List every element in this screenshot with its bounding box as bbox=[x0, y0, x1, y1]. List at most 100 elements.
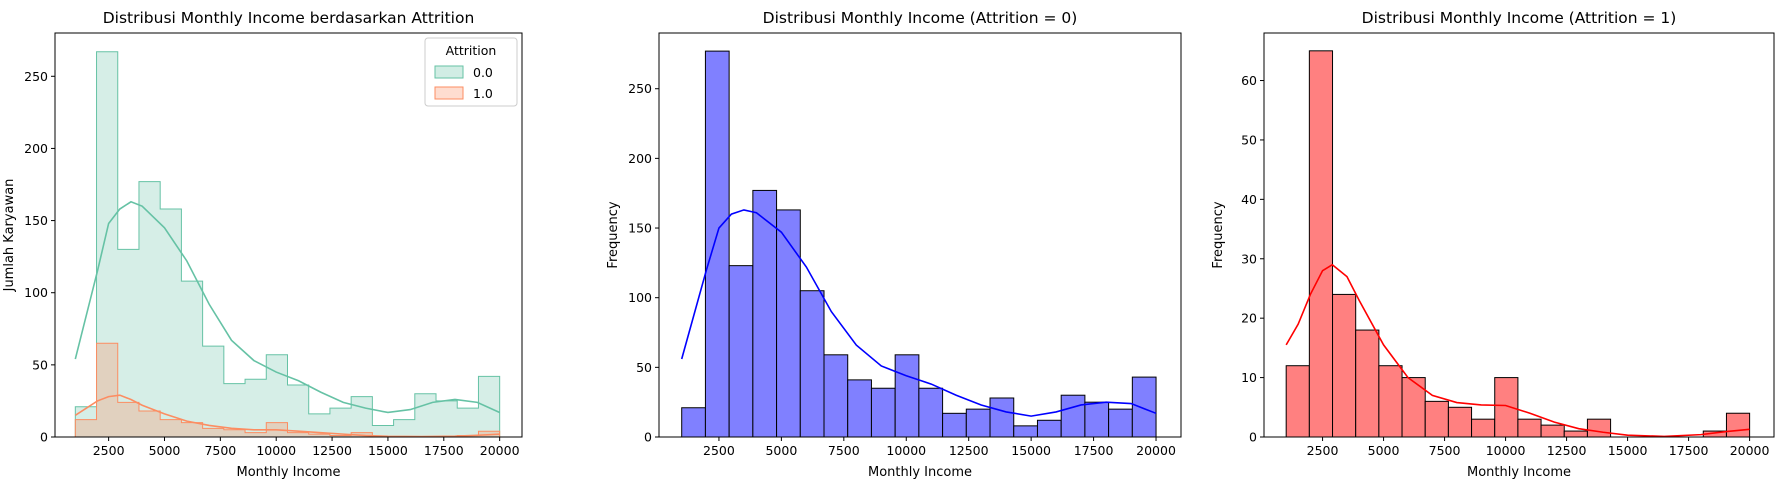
bar-12 bbox=[965, 408, 991, 437]
bar-11 bbox=[1540, 424, 1565, 437]
x-tick-label: 2500 bbox=[1307, 443, 1339, 458]
x-tick-label: 10000 bbox=[886, 443, 926, 458]
x-tick-label: 5000 bbox=[765, 443, 797, 458]
y-tick-label: 100 bbox=[24, 285, 48, 300]
bar-10 bbox=[1517, 418, 1542, 437]
histogram-step-1.0 bbox=[74, 342, 501, 437]
y-axis-label: Frequency bbox=[606, 201, 621, 268]
bar-5 bbox=[799, 290, 825, 437]
plot-area bbox=[74, 51, 501, 437]
bar-0 bbox=[1285, 365, 1310, 437]
bar-1 bbox=[1308, 50, 1334, 437]
bar-16 bbox=[1060, 394, 1086, 437]
chart-panel-3: 2500 5000 7500 10000 12500 15000 17500 20000 0 10… bbox=[1211, 9, 1775, 480]
legend-title: Attrition bbox=[446, 43, 497, 58]
y-tick-label: 150 bbox=[628, 221, 652, 236]
y-tick-label: 100 bbox=[628, 290, 652, 305]
kde-line bbox=[1285, 263, 1750, 437]
kde-line bbox=[680, 209, 1157, 417]
histogram-step-0.0 bbox=[74, 51, 501, 437]
chart-panel-2: 2500 5000 7500 10000 12500 15000 17500 20000 0 50… bbox=[606, 9, 1182, 480]
y-tick-label: 50 bbox=[636, 360, 652, 375]
kde-line-0.0 bbox=[74, 200, 500, 414]
bar-2 bbox=[1332, 293, 1357, 437]
y-tick-label: 250 bbox=[24, 69, 48, 84]
x-tick-label: 20000 bbox=[1730, 443, 1770, 458]
legend-label-1.0: 1.0 bbox=[473, 86, 493, 101]
axes-frame bbox=[658, 32, 1182, 438]
x-tick-label: 7500 bbox=[204, 443, 236, 458]
bar-17 bbox=[1084, 401, 1110, 437]
bar-9 bbox=[1494, 377, 1519, 437]
legend: Attrition 0.0 1.0 bbox=[424, 37, 518, 107]
bar-19 bbox=[1131, 376, 1157, 437]
y-tick-label: 50 bbox=[1241, 132, 1257, 147]
bar-4 bbox=[1378, 365, 1403, 437]
plot-area bbox=[1285, 50, 1751, 437]
bar-15 bbox=[1036, 419, 1062, 437]
bar-8 bbox=[870, 387, 896, 437]
x-axis-label: Monthly Income bbox=[868, 465, 972, 480]
x-tick-label: 17500 bbox=[1669, 443, 1709, 458]
bar-7 bbox=[1447, 406, 1473, 437]
x-tick-label: 5000 bbox=[1368, 443, 1400, 458]
series-1.0 bbox=[74, 342, 501, 437]
chart-title: Distribusi Monthly Income (Attrition = 0… bbox=[763, 9, 1078, 27]
y-tick-label: 250 bbox=[628, 81, 652, 96]
legend-label-0.0: 0.0 bbox=[473, 65, 493, 80]
bar-11 bbox=[942, 412, 967, 437]
series-0.0 bbox=[74, 51, 501, 437]
bar-7 bbox=[847, 379, 872, 437]
x-tick-label: 12500 bbox=[312, 443, 352, 458]
x-tick-label: 15000 bbox=[368, 443, 408, 458]
bar-18 bbox=[1108, 408, 1133, 437]
bar-0 bbox=[681, 407, 706, 437]
legend-box bbox=[424, 37, 518, 107]
plot-area bbox=[680, 50, 1157, 437]
bar-3 bbox=[752, 189, 778, 437]
bar-5 bbox=[1401, 377, 1426, 437]
chart-panel-1: 2500 5000 7500 10000 12500 15000 17500 20000 0 50… bbox=[2, 9, 523, 480]
y-tick-label: 30 bbox=[1241, 251, 1257, 266]
x-tick-label: 10000 bbox=[1486, 443, 1526, 458]
x-tick-label: 2500 bbox=[703, 443, 735, 458]
chart-title: Distribusi Monthly Income berdasarkan At… bbox=[103, 9, 475, 27]
y-tick-label: 150 bbox=[24, 213, 48, 228]
axes-frame bbox=[54, 32, 523, 438]
x-tick-label: 17500 bbox=[424, 443, 464, 458]
bar-3 bbox=[1355, 329, 1380, 437]
bar-12 bbox=[1563, 430, 1588, 437]
bar-8 bbox=[1471, 418, 1496, 437]
y-tick-label: 20 bbox=[1241, 311, 1257, 326]
x-tick-label: 2500 bbox=[93, 443, 125, 458]
y-axis-label: Frequency bbox=[1211, 201, 1226, 268]
bar-13 bbox=[989, 397, 1015, 437]
axes-frame bbox=[1263, 32, 1775, 438]
bar-4 bbox=[776, 209, 801, 437]
x-tick-label: 7500 bbox=[1429, 443, 1461, 458]
y-tick-label: 0 bbox=[40, 430, 48, 445]
x-tick-label: 15000 bbox=[1011, 443, 1051, 458]
chart-title: Distribusi Monthly Income (Attrition = 1… bbox=[1362, 9, 1677, 27]
bar-9 bbox=[894, 354, 920, 437]
x-tick-label: 15000 bbox=[1608, 443, 1648, 458]
x-axis-label: Monthly Income bbox=[236, 465, 340, 480]
y-tick-label: 200 bbox=[24, 141, 48, 156]
y-axis-label: Jumlah Karyawan bbox=[2, 179, 17, 293]
bar-2 bbox=[728, 265, 754, 437]
x-tick-label: 12500 bbox=[1547, 443, 1587, 458]
bar-10 bbox=[918, 387, 944, 437]
y-tick-label: 40 bbox=[1241, 192, 1257, 207]
y-tick-label: 200 bbox=[628, 151, 652, 166]
x-tick-label: 5000 bbox=[149, 443, 181, 458]
x-tick-label: 10000 bbox=[256, 443, 296, 458]
bar-14 bbox=[1013, 425, 1038, 437]
x-tick-label: 7500 bbox=[828, 443, 860, 458]
x-tick-label: 12500 bbox=[949, 443, 989, 458]
y-tick-label: 0 bbox=[1249, 430, 1257, 445]
y-tick-label: 10 bbox=[1241, 370, 1257, 385]
x-tick-label: 17500 bbox=[1074, 443, 1114, 458]
bar-13 bbox=[1586, 418, 1612, 437]
x-tick-label: 20000 bbox=[1136, 443, 1176, 458]
